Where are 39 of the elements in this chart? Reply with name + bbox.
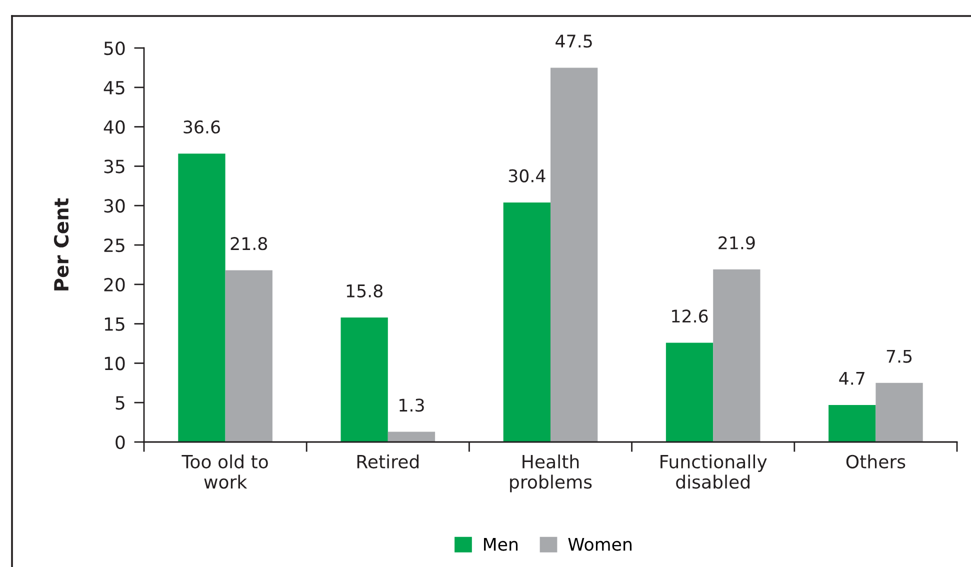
y-tick-label: 35 <box>104 160 124 174</box>
y-axis-title: Per Cent <box>54 198 69 290</box>
data-label: 47.5 <box>556 34 592 48</box>
data-label: 12.6 <box>672 310 708 323</box>
x-tick-label: Health problems <box>510 454 592 492</box>
y-tick-label: 10 <box>104 356 125 370</box>
y-tick-label: 15 <box>104 317 124 331</box>
bar <box>388 432 436 442</box>
x-tick-label: Retired <box>357 454 419 468</box>
x-tick-label: Too old to work <box>182 454 268 489</box>
data-label: 1.3 <box>400 398 424 412</box>
bar <box>225 270 272 442</box>
x-tick-label: Functionally disabled <box>660 454 767 489</box>
bar <box>666 342 714 442</box>
data-label: 15.8 <box>346 284 382 298</box>
data-label: 7.5 <box>886 350 912 363</box>
data-label: 21.9 <box>718 236 755 250</box>
bar <box>178 154 226 442</box>
bar <box>713 269 760 442</box>
y-tick-label: 45 <box>104 81 124 95</box>
y-tick-label: 25 <box>104 238 124 252</box>
y-tick-label: 50 <box>104 41 125 56</box>
y-tick-label: 0 <box>116 435 125 450</box>
y-tick-label: 40 <box>104 120 125 134</box>
bar <box>340 317 388 442</box>
legend-label: Men <box>484 538 518 551</box>
bar <box>550 68 598 442</box>
y-tick-label: 30 <box>104 199 125 213</box>
data-label: 30.4 <box>508 169 546 182</box>
y-tick-label: 20 <box>104 278 125 292</box>
bar <box>828 404 876 442</box>
legend-label: Women <box>568 538 632 551</box>
data-label: 4.7 <box>839 372 864 385</box>
bar <box>503 202 550 442</box>
y-tick-label: 5 <box>116 396 124 410</box>
bar <box>876 382 923 442</box>
data-label: 36.6 <box>184 120 220 134</box>
x-tick-label: Others <box>846 454 906 468</box>
data-label: 21.8 <box>230 237 268 250</box>
